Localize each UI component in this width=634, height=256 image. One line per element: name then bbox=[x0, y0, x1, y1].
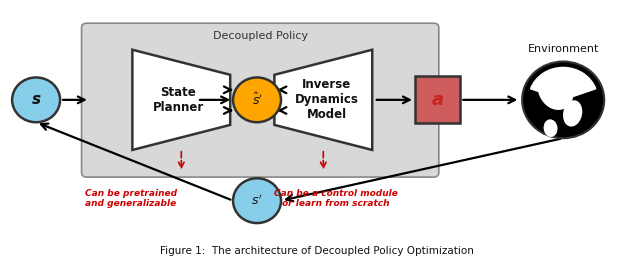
Text: $\hat{s}'$: $\hat{s}'$ bbox=[252, 92, 262, 108]
FancyBboxPatch shape bbox=[415, 76, 460, 123]
Ellipse shape bbox=[563, 100, 582, 126]
Text: Figure 1:  The architecture of Decoupled Policy Optimization: Figure 1: The architecture of Decoupled … bbox=[160, 246, 474, 256]
Circle shape bbox=[233, 178, 281, 223]
Polygon shape bbox=[275, 50, 372, 150]
Text: Can be a control module
or learn from scratch: Can be a control module or learn from sc… bbox=[274, 189, 398, 208]
FancyBboxPatch shape bbox=[82, 23, 439, 177]
Text: Decoupled Policy: Decoupled Policy bbox=[212, 30, 307, 41]
Circle shape bbox=[233, 78, 281, 122]
Circle shape bbox=[12, 78, 60, 122]
Text: Can be pretrained
and generalizable: Can be pretrained and generalizable bbox=[85, 189, 177, 208]
Text: a: a bbox=[432, 91, 444, 109]
Ellipse shape bbox=[538, 70, 574, 110]
Wedge shape bbox=[531, 67, 596, 100]
Polygon shape bbox=[133, 50, 230, 150]
Text: $s'$: $s'$ bbox=[251, 194, 262, 208]
Text: s: s bbox=[32, 92, 41, 107]
Text: State
Planner: State Planner bbox=[153, 86, 204, 114]
Text: Environment: Environment bbox=[527, 44, 599, 54]
Ellipse shape bbox=[543, 119, 557, 137]
Text: Inverse
Dynamics
Model: Inverse Dynamics Model bbox=[295, 78, 358, 121]
Circle shape bbox=[522, 61, 604, 138]
